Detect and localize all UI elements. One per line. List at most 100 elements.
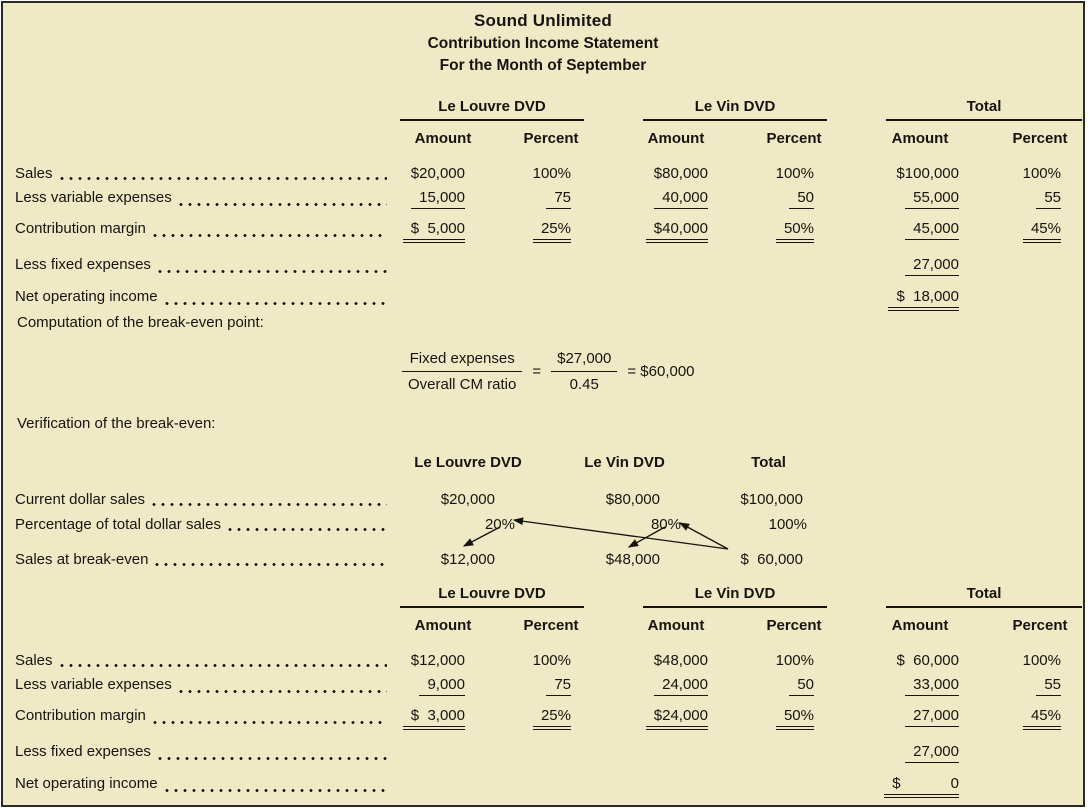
row-label: Contribution margin [15,220,146,237]
dot-leader [157,757,387,760]
break-even-formula: Fixed expenses Overall CM ratio = $27,00… [402,349,695,394]
percent-value: 45% [1022,219,1062,243]
dot-leader [157,270,387,273]
row-less-variable-expenses: Less variable expenses 15,000 75 40,000 … [15,188,1089,209]
percent-value: 100% [768,516,807,533]
percent-value: 45% [1022,706,1062,730]
formula-numerator: Fixed expenses [409,350,515,367]
col-header-percent: Percent [1012,617,1068,634]
dot-leader [227,528,387,531]
row-label: Contribution margin [15,707,146,724]
statement-header: Sound Unlimited Contribution Income Stat… [3,11,1083,75]
amount-value: $ 18,000 [888,287,959,311]
amount-value: 27,000 [905,742,959,763]
row-label: Sales [15,165,53,182]
row-net-operating-income: Net operating income $ 0 [15,774,1089,798]
group-header-total: Total [886,584,1082,608]
dot-leader [152,503,387,506]
amount-value: $12,000 [440,551,495,568]
formula-fraction-ratio: Fixed expenses Overall CM ratio [402,349,523,394]
row-label: Less fixed expenses [15,743,151,760]
amount-value: $100,000 [740,491,803,508]
dot-leader [155,563,387,566]
dot-leader [178,203,387,206]
dot-leader [59,664,387,667]
percent-value: 55 [1036,675,1061,696]
col-header-amount: Amount [647,130,705,147]
amount-value: $48,000 [653,652,708,669]
row-label: Net operating income [15,775,158,792]
amount-value: 24,000 [654,675,708,696]
dot-leader [59,177,387,180]
dot-leader [152,721,387,724]
group-header-le-vin: Le Vin DVD [643,584,827,608]
percent-value: 50 [789,675,814,696]
percent-value: 75 [546,188,571,209]
col-header-percent: Percent [523,130,579,147]
group-header-le-louvre: Le Louvre DVD [400,584,584,608]
row-label: Percentage of total dollar sales [15,516,221,533]
percent-value: 100% [532,652,571,669]
row-sales: Sales $12,000 100% $48,000 100% $ 60,000… [15,651,1089,670]
computation-section-label: Computation of the break-even point: [17,314,264,331]
amount-value: $40,000 [645,219,709,243]
percent-value: 100% [1022,165,1061,182]
col-header-amount: Amount [414,130,472,147]
formula-fraction-values: $27,000 0.45 [551,349,618,394]
verification-section-label: Verification of the break-even: [17,415,216,432]
percent-value: 100% [775,165,814,182]
row-contribution-margin: Contribution margin $ 3,000 25% $24,000 … [15,706,1089,730]
amount-value: $24,000 [645,706,709,730]
row-net-operating-income: Net operating income $ 18,000 [15,287,1089,311]
amount-value: 45,000 [905,219,959,240]
formula-numerator-value: $27,000 [557,350,612,367]
row-less-fixed-expenses: Less fixed expenses 27,000 [15,742,1089,763]
percent-value: 50% [775,706,815,730]
row-percentage-of-total-dollar-sales: Percentage of total dollar sales 20% 80%… [15,515,823,534]
amount-value: $100,000 [896,165,959,182]
amount-value: $ 3,000 [402,706,466,730]
contribution-income-statement: Le Louvre DVD Le Vin DVD Total Amount Pe… [15,97,1089,311]
col-header-amount: Amount [891,130,949,147]
statement-title: Contribution Income Statement [427,35,659,52]
row-contribution-margin: Contribution margin $ 5,000 25% $40,000 … [15,219,1089,243]
col-header-amount: Amount [647,617,705,634]
percent-value: 100% [532,165,571,182]
group-header-le-louvre: Le Louvre DVD [414,454,522,471]
amount-value: $20,000 [410,165,465,182]
group-header-le-louvre: Le Louvre DVD [400,97,584,121]
percent-value: 55 [1036,188,1061,209]
row-less-variable-expenses: Less variable expenses 9,000 75 24,000 5… [15,675,1089,696]
row-label: Less fixed expenses [15,256,151,273]
percent-value: 100% [775,652,814,669]
percent-value: 25% [532,219,572,243]
amount-value: $ 60,000 [896,652,959,669]
column-header-row: Amount Percent Amount Percent Amount Per… [15,616,1089,635]
amount-value: 40,000 [654,188,708,209]
row-label: Net operating income [15,288,158,305]
row-sales: Sales $20,000 100% $80,000 100% $100,000… [15,164,1089,183]
col-header-percent: Percent [1012,130,1068,147]
row-current-dollar-sales: Current dollar sales $20,000 $80,000 $10… [15,490,823,509]
col-header-percent: Percent [523,617,579,634]
col-header-amount: Amount [891,617,949,634]
amount-value: 55,000 [905,188,959,209]
dot-leader [164,789,387,792]
dot-leader [178,690,387,693]
amount-value: $80,000 [605,491,660,508]
amount-value: 15,000 [411,188,465,209]
row-sales-at-break-even: Sales at break-even $12,000 $48,000 $ 60… [15,550,823,569]
group-header-total: Total [751,454,786,471]
break-even-income-statement: Le Louvre DVD Le Vin DVD Total Amount Pe… [15,584,1089,798]
row-label: Sales at break-even [15,551,149,568]
row-label: Current dollar sales [15,491,146,508]
amount-value: $20,000 [440,491,495,508]
equals-sign: = [532,363,542,380]
row-label: Less variable expenses [15,676,172,693]
row-label: Sales [15,652,53,669]
amount-value: 9,000 [419,675,465,696]
dot-leader [152,234,387,237]
row-label: Less variable expenses [15,189,172,206]
amount-value: 27,000 [905,255,959,276]
